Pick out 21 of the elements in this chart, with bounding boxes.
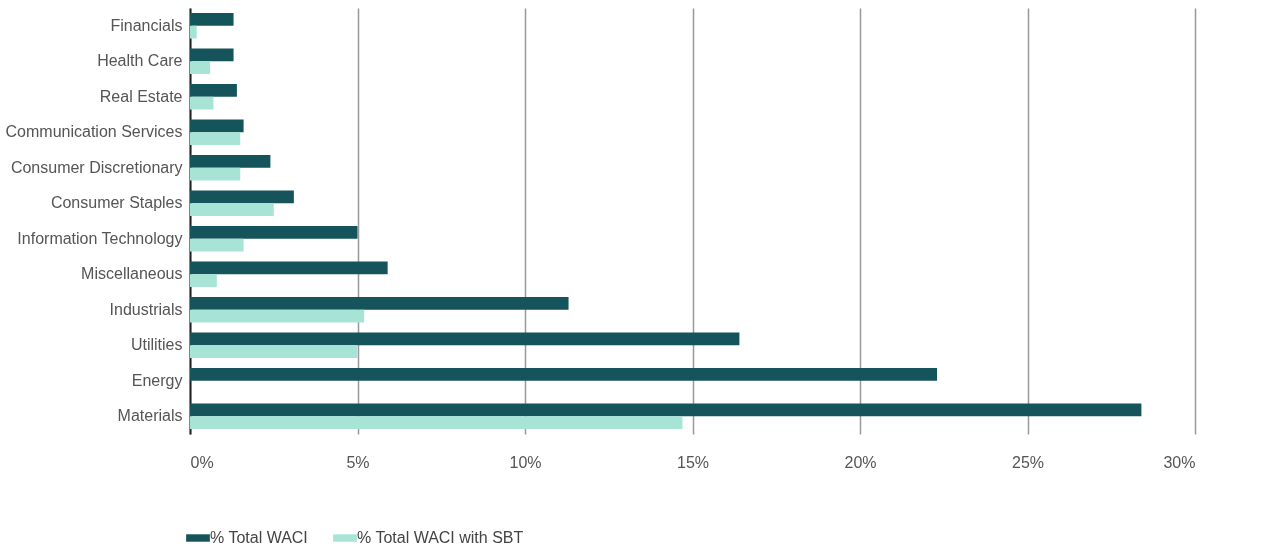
- y-tick-label: Real Estate: [99, 87, 183, 105]
- y-tick-label: Information Technology: [17, 229, 183, 247]
- x-tick-label: 15%: [676, 453, 710, 471]
- y-tick-label: Energy: [131, 371, 183, 389]
- legend-label: % Total WACI with SBT: [357, 529, 524, 544]
- y-tick-label: Consumer Staples: [50, 194, 183, 212]
- y-tick-label: Consumer Discretionary: [10, 158, 183, 176]
- y-tick-label: Utilities: [130, 336, 183, 354]
- x-tick-label: 5%: [346, 453, 370, 471]
- x-tick-label: 0%: [190, 453, 214, 471]
- x-tick-label: 10%: [509, 453, 542, 471]
- y-tick-label: Communication Services: [5, 123, 183, 141]
- y-tick-label: Materials: [117, 407, 183, 425]
- y-tick-label: Miscellaneous: [81, 265, 183, 283]
- y-tick-label: Industrials: [109, 300, 183, 318]
- y-tick-label: Health Care: [97, 52, 183, 70]
- x-tick-label: 30%: [1163, 453, 1196, 471]
- legend-label: % Total WACI: [210, 529, 308, 544]
- y-tick-label: Financials: [110, 16, 183, 34]
- x-tick-label: 20%: [844, 453, 877, 471]
- x-tick-label: 25%: [1011, 453, 1045, 471]
